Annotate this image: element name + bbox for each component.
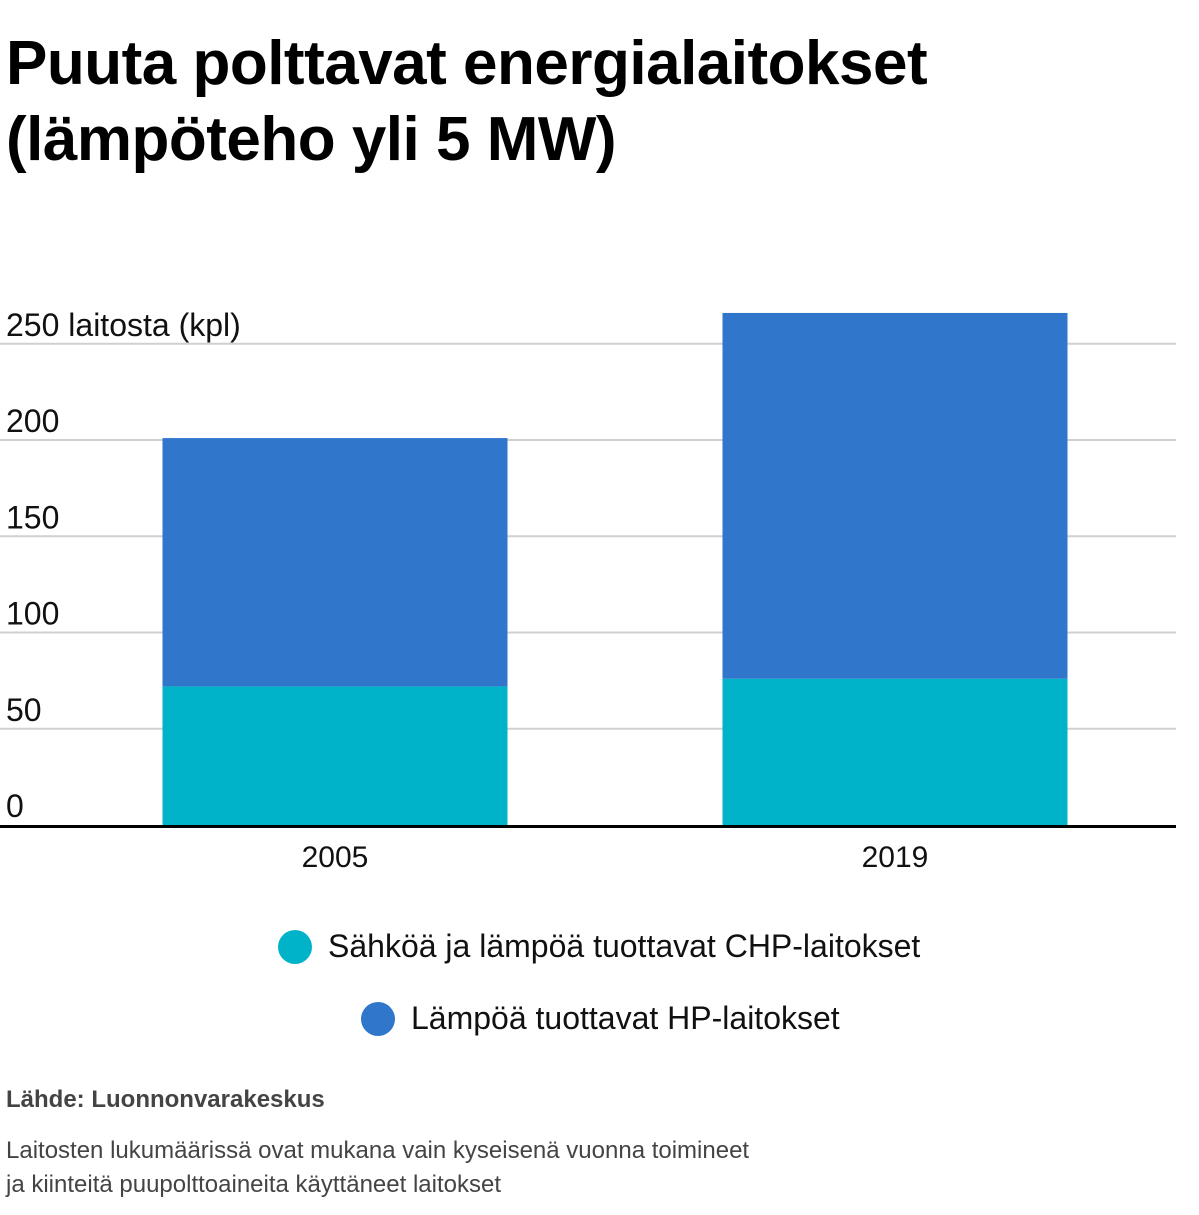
- bar-2019-series-1: [722, 312, 1068, 679]
- x-tick-labels: 2005 2019: [302, 841, 929, 874]
- legend-item-hp: Lämpöä tuottavat HP-laitokset: [361, 1000, 840, 1037]
- y-tick-label-250: 250 laitosta (kpl): [6, 307, 241, 343]
- title-line-1: Puuta polttavat energialaitokset: [6, 29, 928, 98]
- footnote: Laitosten lukumäärissä ovat mukana vain …: [6, 1134, 906, 1202]
- legend-label-hp: Lämpöä tuottavat HP-laitokset: [411, 1000, 840, 1036]
- legend-item-chp: Sähköä ja lämpöä tuottavat CHP-laitokset: [278, 928, 920, 965]
- legend-swatch-hp: [361, 1001, 395, 1036]
- footnote-line-1: Laitosten lukumäärissä ovat mukana vain …: [6, 1137, 750, 1164]
- bar-2019-series-0: [722, 678, 1068, 825]
- bar-2005-series-1: [162, 438, 508, 687]
- x-tick-label-2005: 2005: [302, 841, 369, 874]
- bars: [162, 312, 1068, 825]
- legend-label-chp: Sähköä ja lämpöä tuottavat CHP-laitokset: [328, 928, 921, 964]
- y-tick-label-0: 0: [6, 788, 24, 824]
- bar-2005-series-0: [162, 686, 508, 825]
- title-line-2: (lämpöteho yli 5 MW): [6, 105, 617, 174]
- y-tick-label-100: 100: [6, 596, 59, 632]
- y-tick-label-150: 150: [6, 499, 59, 535]
- legend-swatch-chp: [278, 929, 312, 964]
- x-tick-label-2019: 2019: [862, 841, 929, 874]
- stacked-bar-chart: 0 50 100 150 200 250 laitosta (kpl) 2005 2019: [0, 307, 1176, 874]
- footnote-line-2: ja kiinteitä puupolttoaineita käyttäneet…: [6, 1171, 501, 1198]
- chart-title: Puuta polttavat energialaitokset (lämpöt…: [6, 26, 1186, 178]
- y-tick-labels: 0 50 100 150 200 250 laitosta (kpl): [6, 307, 241, 824]
- y-tick-label-50: 50: [6, 692, 42, 728]
- source-text: Lähde: Luonnonvarakeskus: [6, 1086, 325, 1113]
- y-tick-label-200: 200: [6, 403, 59, 439]
